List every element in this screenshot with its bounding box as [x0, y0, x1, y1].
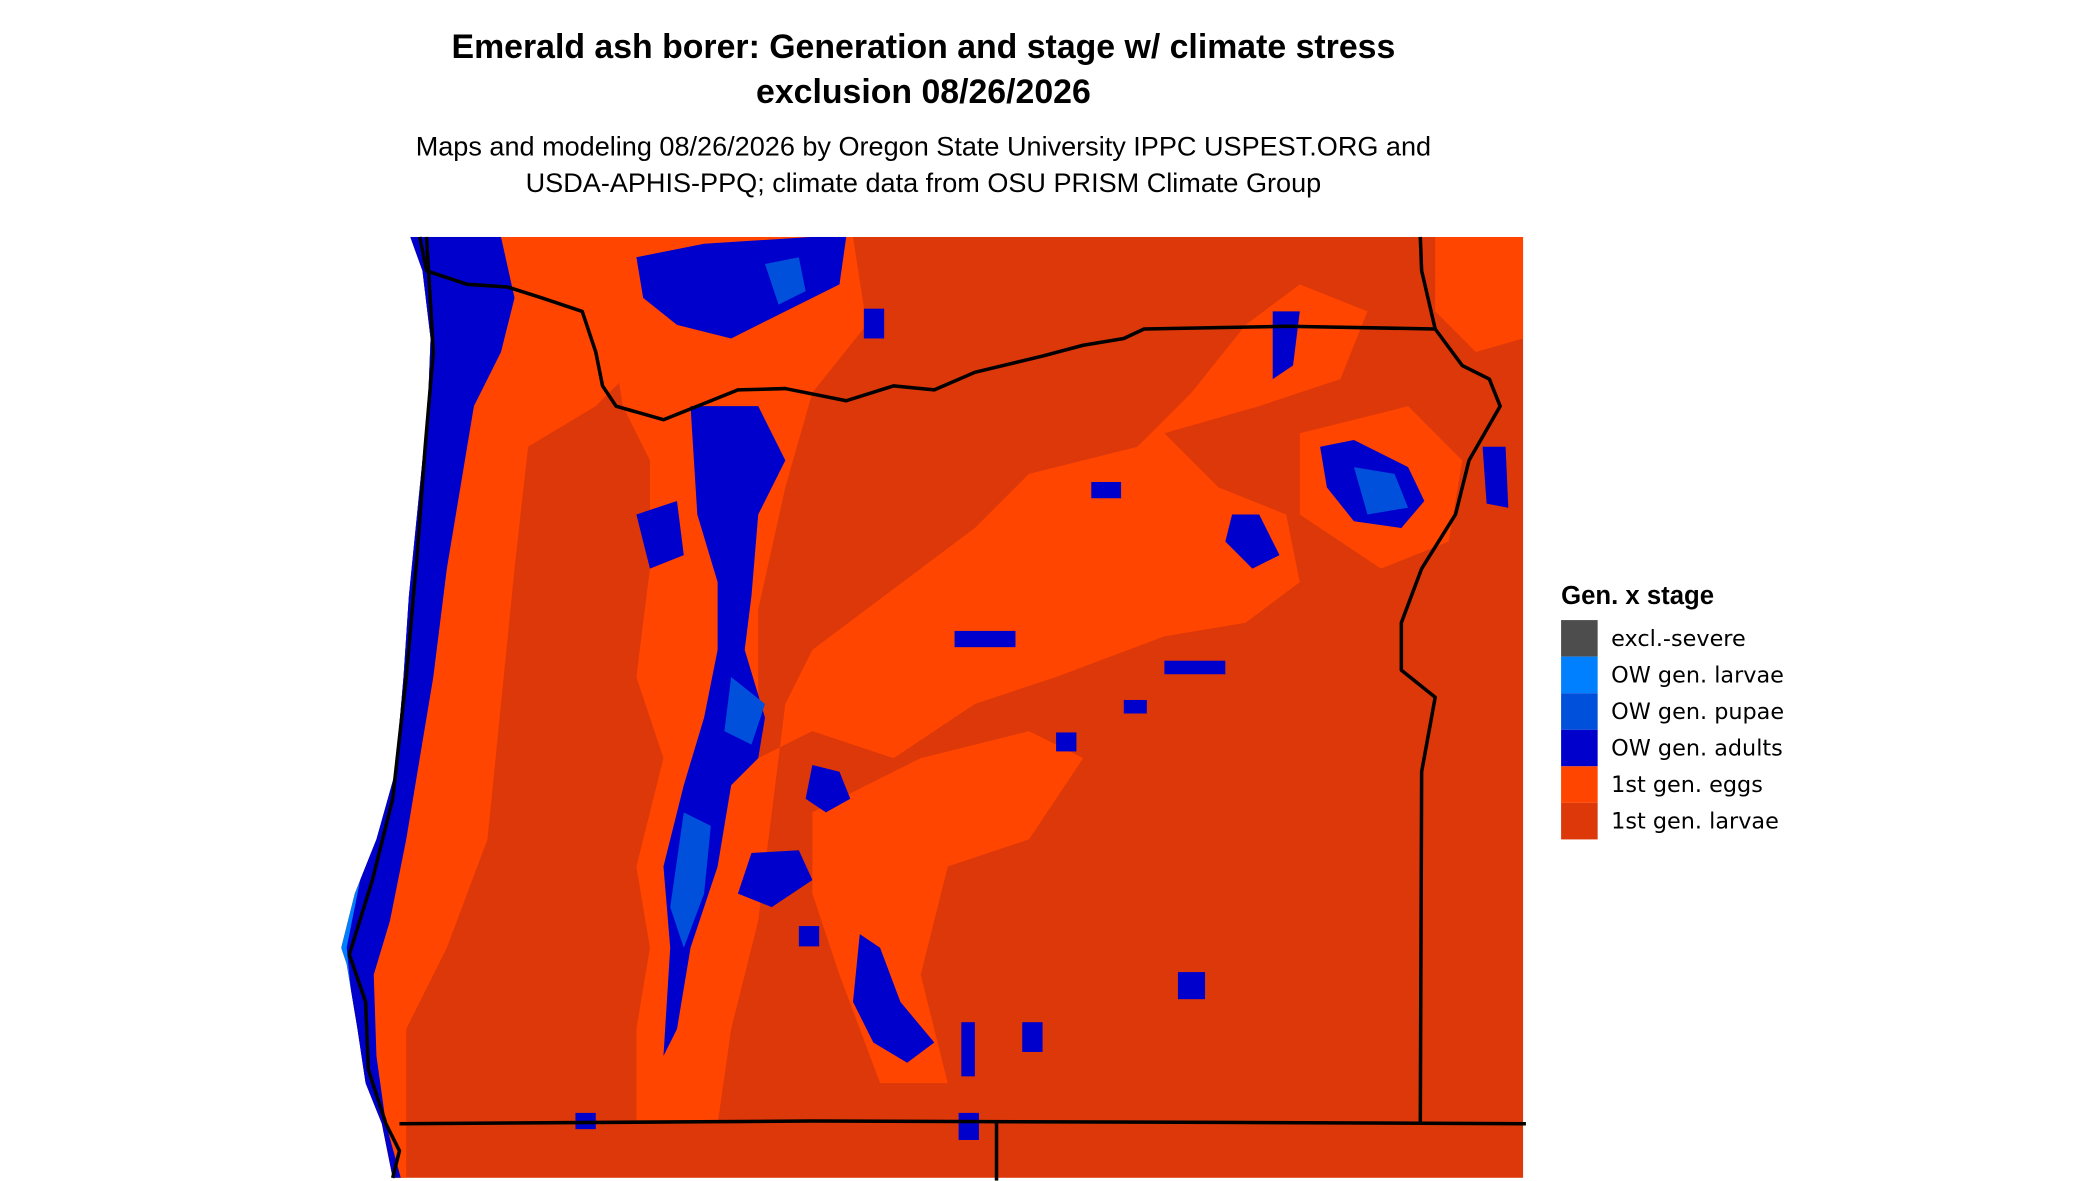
region: [1272, 311, 1300, 380]
legend-label: excl.-severe: [1611, 626, 1746, 652]
title-line: Emerald ash borer: Generation and stage …: [452, 28, 1396, 66]
region: [737, 850, 813, 908]
region: [1177, 972, 1206, 1000]
state-border: [347, 236, 436, 1179]
legend-label: OW gen. adults: [1611, 735, 1783, 761]
region: [1435, 236, 1524, 353]
region: [1056, 732, 1077, 752]
region: [1123, 699, 1147, 714]
region: [765, 257, 806, 305]
legend-title: Gen. x stage: [1561, 582, 1714, 610]
state-border: [1418, 236, 1437, 330]
region: [954, 630, 1016, 648]
legend-label: OW gen. pupae: [1611, 699, 1784, 725]
region: [1091, 481, 1122, 499]
region: [863, 308, 885, 339]
region: [798, 926, 820, 947]
region: [670, 812, 711, 948]
region: [636, 500, 684, 569]
region: [595, 236, 1368, 1124]
region: [805, 764, 851, 813]
region: [1482, 446, 1509, 508]
legend-swatch: [1561, 729, 1598, 767]
legend-swatch: [1561, 693, 1598, 730]
legend-label: 1st gen. larvae: [1611, 809, 1779, 835]
region: [1164, 660, 1226, 675]
map: [341, 236, 1526, 1181]
subtitle-line: USDA-APHIS-PPQ; climate data from OSU PR…: [526, 167, 1322, 198]
legend-label: OW gen. larvae: [1611, 662, 1784, 688]
legend-swatch: [1561, 766, 1598, 803]
region: [1225, 514, 1280, 569]
title-line: exclusion 08/26/2026: [756, 73, 1091, 111]
region: [961, 1022, 975, 1077]
region: [1022, 1022, 1043, 1052]
region: [853, 934, 935, 1063]
subtitle-line: Maps and modeling 08/26/2026 by Oregon S…: [416, 131, 1431, 162]
region: [724, 676, 766, 745]
legend-items: excl.-severe OW gen. larvae OW gen. pupae O…: [1561, 620, 1784, 840]
legend-swatch: [1561, 802, 1598, 840]
state-border: [399, 1119, 1526, 1126]
legend-swatch: [1561, 620, 1598, 657]
legend-swatch: [1561, 656, 1598, 694]
state-border: [418, 236, 1502, 1124]
legend: Gen. x stage excl.-severe OW gen. larvae O…: [1561, 582, 1784, 840]
region: [1353, 467, 1409, 515]
legend-label: 1st gen. eggs: [1611, 772, 1763, 798]
region: [958, 1112, 979, 1140]
